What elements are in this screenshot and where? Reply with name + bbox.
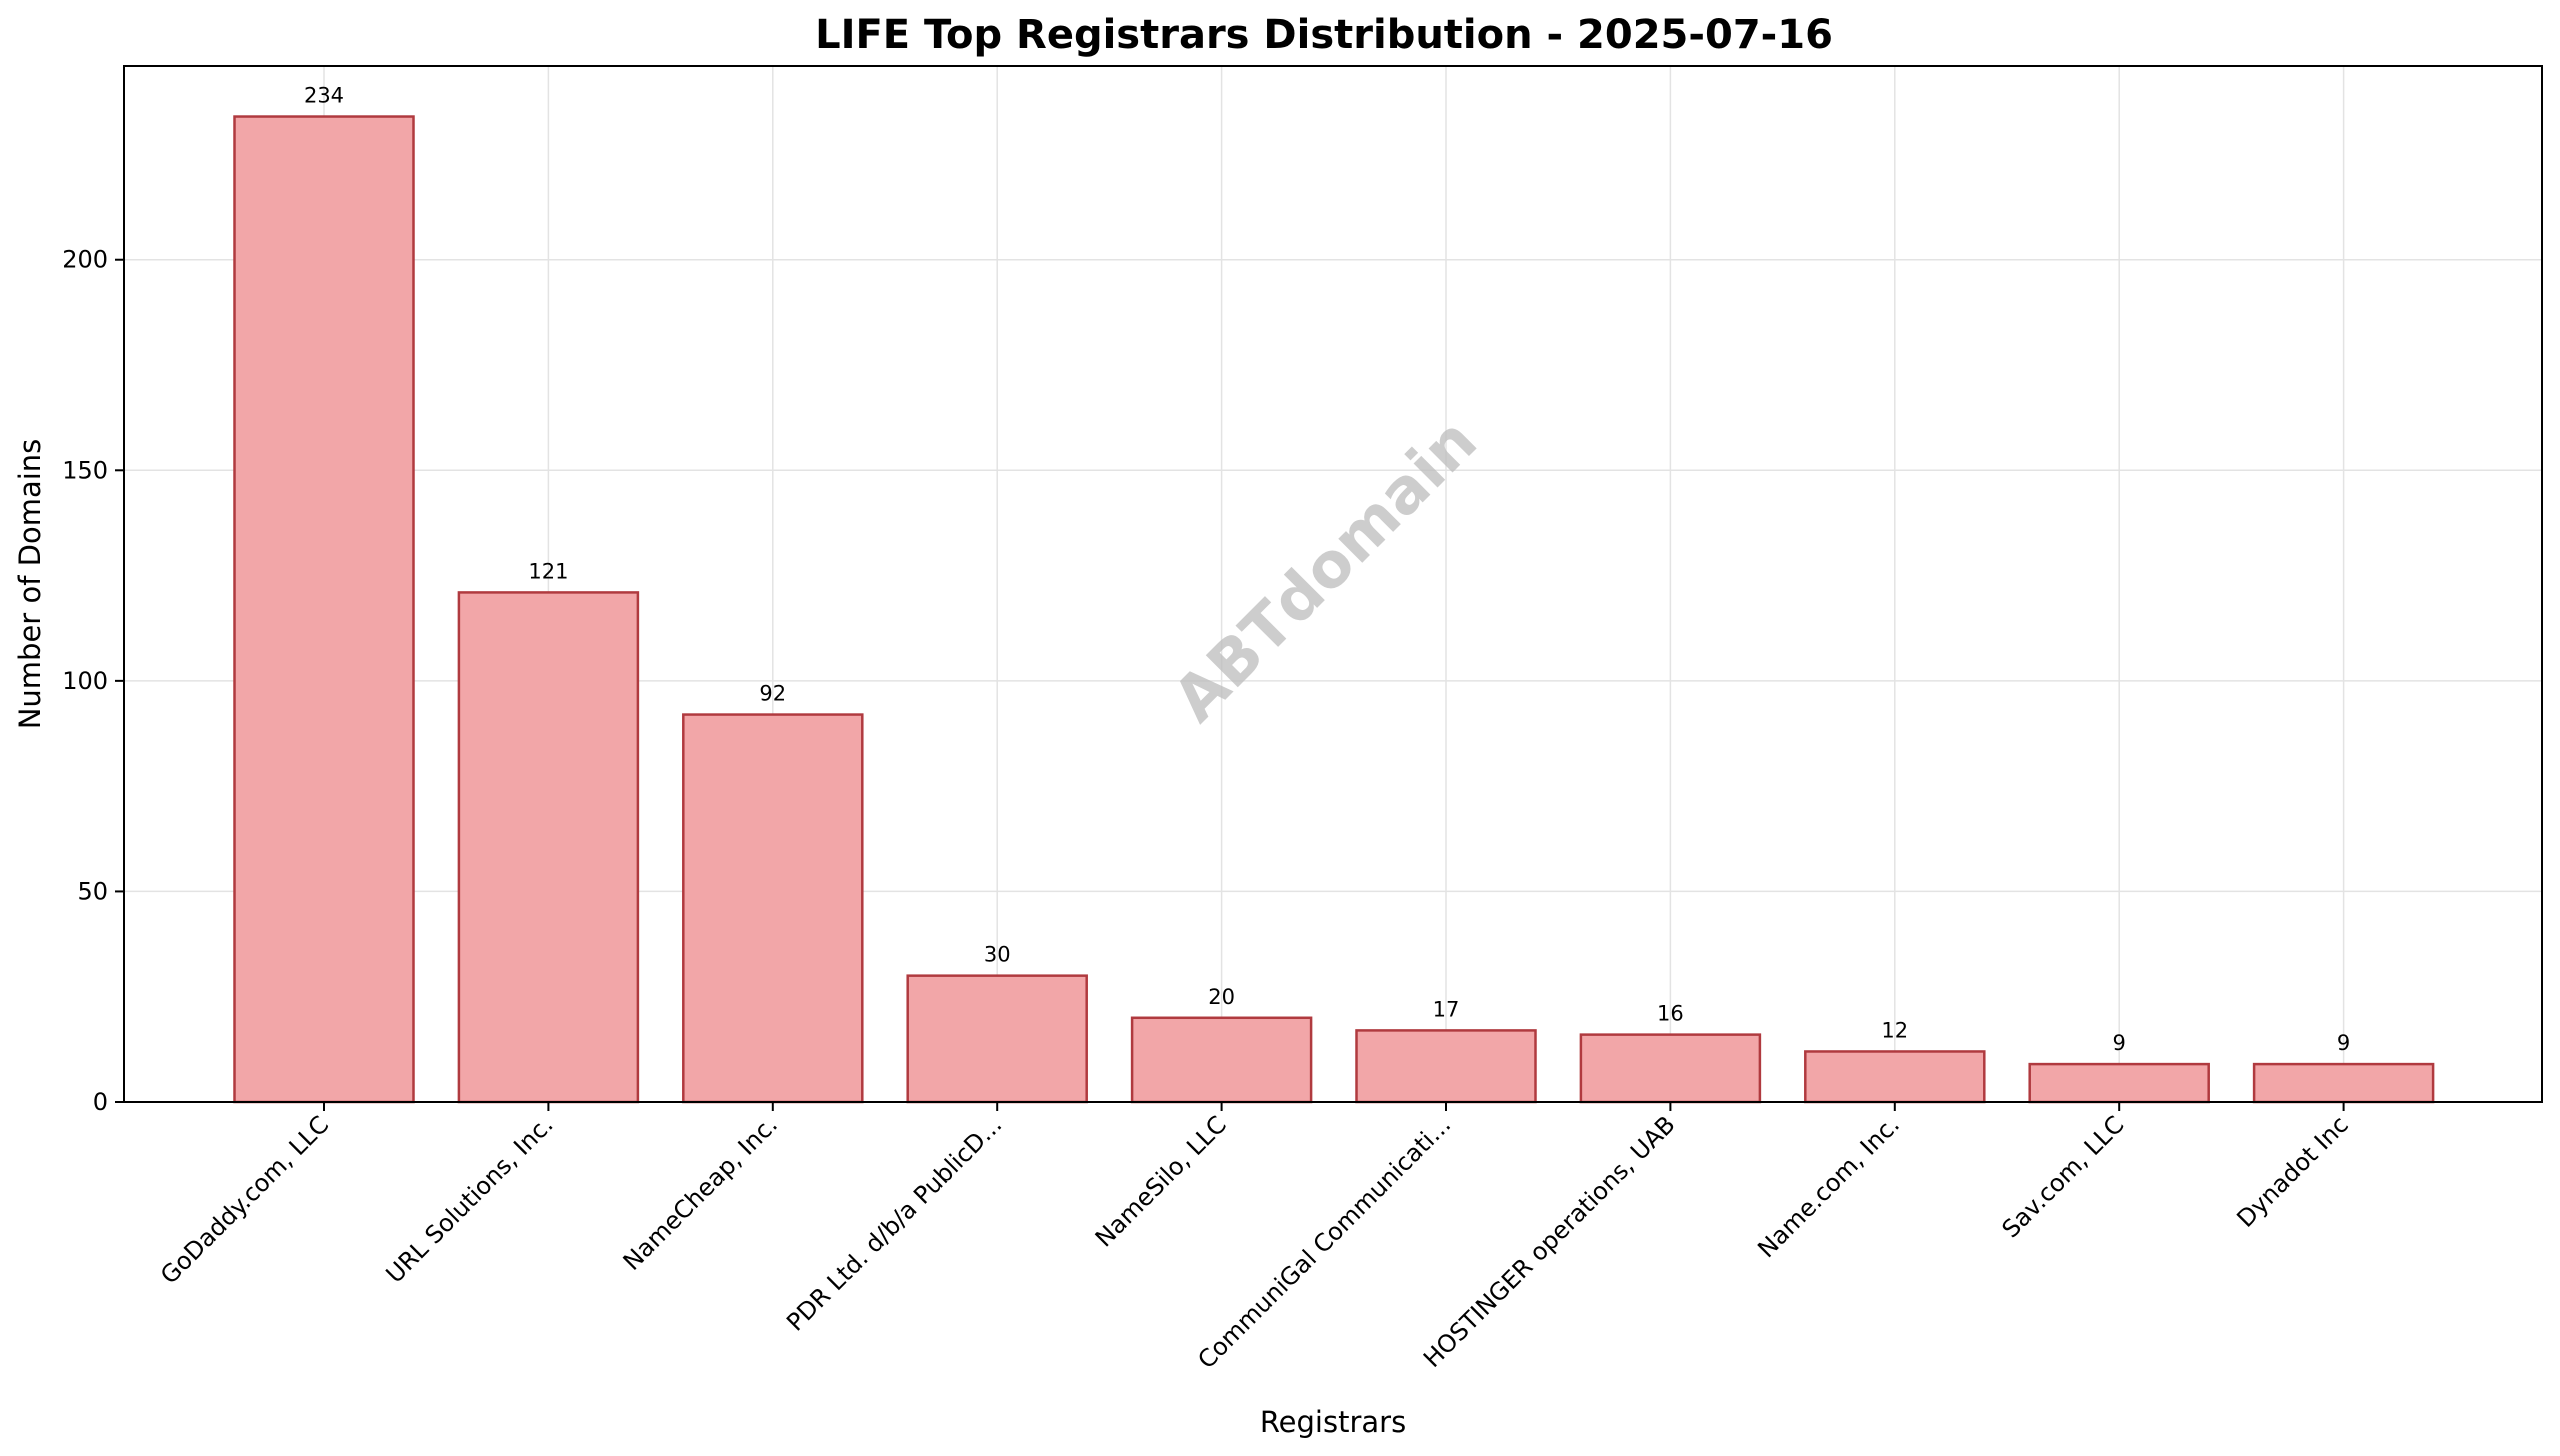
bar: [457, 591, 640, 1104]
y-tick-label: 150: [62, 456, 108, 484]
bar-value-label: 16: [1657, 1002, 1684, 1026]
bar: [233, 115, 415, 1104]
chart-title: LIFE Top Registrars Distribution - 2025-…: [815, 12, 1833, 58]
bar: [1804, 1050, 1986, 1104]
x-tick-label: HOSTINGER operations, UAB: [1418, 1110, 1681, 1373]
x-tick-label: CommuniGal Communicati...: [1192, 1110, 1456, 1374]
bar-value-label: 9: [2113, 1031, 2126, 1055]
x-tick-label: NameSilo, LLC: [1090, 1110, 1232, 1252]
y-axis-ticks: 0 50 100 150 200: [62, 246, 124, 1116]
bar-value-label: 121: [528, 559, 568, 583]
x-tick-label: GoDaddy.com, LLC: [155, 1110, 334, 1289]
x-tick-label: PDR Ltd. d/b/a PublicD...: [781, 1110, 1007, 1336]
bar: [906, 974, 1088, 1104]
bar: [2252, 1062, 2435, 1104]
bar-value-labels: 234 121 92 30 20 17 16 12 9 9: [304, 84, 2350, 1056]
bar-value-label: 12: [1881, 1018, 1908, 1042]
bar: [682, 713, 864, 1104]
bar-value-label: 234: [304, 84, 344, 108]
bar: [1579, 1033, 1762, 1104]
bar-value-label: 92: [759, 682, 786, 706]
x-axis-ticks: GoDaddy.com, LLC URL Solutions, Inc. NameC…: [155, 1102, 2354, 1374]
bar: [1355, 1029, 1537, 1104]
bar-value-label: 9: [2337, 1031, 2350, 1055]
bar: [2028, 1062, 2210, 1104]
x-axis-label: Registrars: [1260, 1405, 1406, 1439]
plot-frame: [123, 65, 2543, 1103]
x-tick-label: URL Solutions, Inc.: [381, 1110, 559, 1288]
y-tick-label: 50: [77, 877, 108, 905]
bar-value-label: 17: [1433, 997, 1460, 1021]
x-tick-label: Sav.com, LLC: [1997, 1110, 2130, 1243]
y-tick-label: 0: [93, 1088, 108, 1116]
x-tick-label: Dynadot Inc: [2231, 1110, 2353, 1232]
bar-value-label: 30: [984, 943, 1011, 967]
x-tick-label: Name.com, Inc.: [1752, 1110, 1905, 1263]
y-tick-label: 100: [62, 667, 108, 695]
bar-value-label: 20: [1208, 985, 1235, 1009]
bar: [1130, 1016, 1313, 1104]
bars: [233, 115, 2435, 1104]
y-tick-label: 200: [62, 246, 108, 274]
y-axis-label: Number of Domains: [13, 439, 47, 730]
x-tick-label: NameCheap, Inc.: [618, 1110, 783, 1275]
watermark: ABTdomain: [1159, 404, 1491, 736]
